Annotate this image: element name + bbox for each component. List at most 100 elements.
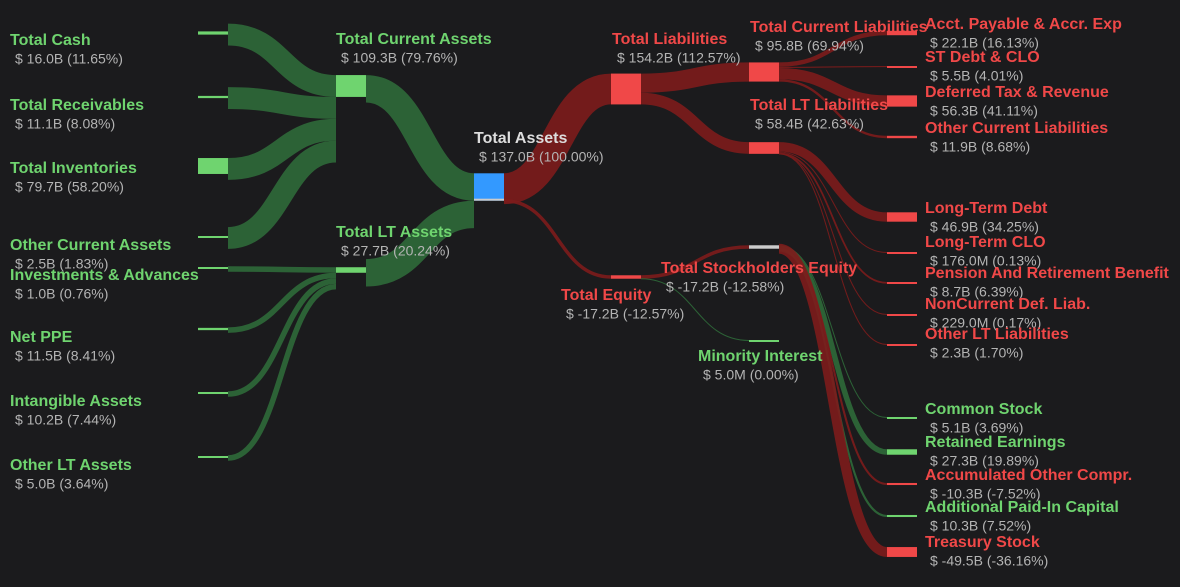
link bbox=[227, 278, 337, 397]
node-name: Total Receivables bbox=[10, 97, 144, 114]
link bbox=[778, 67, 888, 107]
node-detail: $ 10.2B (7.44%) bbox=[15, 412, 116, 428]
link bbox=[364, 200, 476, 287]
node-detail: $ 11.9B (8.68%) bbox=[930, 139, 1030, 155]
node-bar bbox=[887, 449, 917, 455]
node-bar bbox=[611, 275, 641, 279]
node-bar bbox=[336, 267, 366, 273]
node-bar bbox=[198, 95, 228, 99]
node-detail: $ 27.3B (19.89%) bbox=[930, 453, 1039, 469]
node-detail: $ 229.0M (0.17%) bbox=[930, 315, 1041, 331]
node-detail: $ 109.3B (79.76%) bbox=[341, 50, 458, 66]
node-bar bbox=[611, 73, 641, 105]
node-bar bbox=[198, 391, 228, 395]
node-name: Minority Interest bbox=[698, 348, 823, 365]
node-detail: $ 16.0B (11.65%) bbox=[15, 51, 123, 67]
node-bar bbox=[198, 158, 228, 174]
node-detail: $ 79.7B (58.20%) bbox=[15, 179, 124, 195]
node-name: Other LT Assets bbox=[10, 457, 132, 474]
node-bar bbox=[749, 245, 779, 249]
node-bar bbox=[887, 252, 917, 254]
node-detail: $ -17.2B (-12.58%) bbox=[666, 279, 784, 295]
node-detail: $ 154.2B (112.57%) bbox=[617, 50, 741, 66]
node-detail: $ 22.1B (16.13%) bbox=[930, 35, 1039, 51]
node-name: Acct. Payable & Accr. Exp bbox=[925, 16, 1122, 33]
node-bar bbox=[198, 327, 228, 331]
node-detail: $ 27.7B (20.24%) bbox=[341, 243, 450, 259]
node-detail: $ 137.0B (100.00%) bbox=[479, 149, 604, 165]
node-detail: $ -17.2B (-12.57%) bbox=[566, 306, 684, 322]
node-bar bbox=[198, 31, 228, 35]
node-detail: $ 95.8B (69.94%) bbox=[755, 38, 864, 54]
node-detail: $ 11.1B (8.08%) bbox=[15, 116, 115, 132]
node-name: Total Stockholders Equity bbox=[661, 260, 857, 277]
link bbox=[503, 198, 612, 279]
link bbox=[778, 153, 888, 345]
link bbox=[227, 266, 337, 273]
node-name: Long-Term CLO bbox=[925, 234, 1046, 251]
node-bar bbox=[474, 173, 504, 201]
node-name: Long-Term Debt bbox=[925, 200, 1048, 217]
node-name: Common Stock bbox=[925, 401, 1042, 418]
node-bar bbox=[749, 62, 779, 82]
link bbox=[778, 151, 888, 253]
node-bar bbox=[887, 212, 917, 222]
link bbox=[778, 142, 888, 222]
node-name: Total Inventories bbox=[10, 160, 137, 177]
link bbox=[777, 243, 889, 557]
node-name: Total LT Liabilities bbox=[750, 97, 888, 114]
node-name: Total Equity bbox=[561, 287, 651, 304]
node-name: ST Debt & CLO bbox=[925, 49, 1040, 66]
node-detail: $ -10.3B (-7.52%) bbox=[930, 486, 1041, 502]
node-bar bbox=[887, 30, 917, 36]
node-detail: $ 2.3B (1.70%) bbox=[930, 345, 1023, 361]
node-name: Additional Paid-In Capital bbox=[925, 499, 1119, 516]
node-detail: $ -49.5B (-36.16%) bbox=[930, 553, 1048, 569]
node-name: Investments & Advances bbox=[10, 267, 199, 284]
node-detail: $ 2.5B (1.83%) bbox=[15, 256, 108, 272]
node-name: Accumulated Other Compr. bbox=[925, 467, 1132, 484]
node-name: Treasury Stock bbox=[925, 534, 1040, 551]
node-detail: $ 11.5B (8.41%) bbox=[15, 348, 115, 364]
link bbox=[778, 66, 888, 68]
node-detail: $ 1.0B (0.76%) bbox=[15, 286, 108, 302]
node-bar bbox=[887, 95, 917, 107]
node-name: Total Current Liabilities bbox=[750, 19, 928, 36]
link bbox=[364, 75, 476, 201]
node-bar bbox=[887, 282, 917, 284]
link bbox=[227, 118, 337, 180]
node-name: Total Assets bbox=[474, 130, 567, 147]
link bbox=[640, 278, 750, 341]
node-detail: $ 5.5B (4.01%) bbox=[930, 68, 1023, 84]
link bbox=[640, 245, 750, 279]
node-bar bbox=[198, 456, 228, 458]
node-bar bbox=[887, 482, 917, 486]
link bbox=[640, 62, 750, 93]
link bbox=[778, 30, 888, 67]
link bbox=[778, 152, 888, 284]
node-detail: $ 58.4B (42.63%) bbox=[755, 116, 864, 132]
node-detail: $ 5.0M (0.00%) bbox=[703, 367, 799, 383]
node-detail: $ 8.7B (6.39%) bbox=[930, 284, 1023, 300]
node-name: Pension And Retirement Benefit bbox=[925, 265, 1170, 282]
link bbox=[778, 153, 888, 315]
node-name: Total Liabilities bbox=[612, 31, 727, 48]
node-detail: $ 5.1B (3.69%) bbox=[930, 420, 1023, 436]
node-detail: $ 5.0B (3.64%) bbox=[15, 476, 108, 492]
node-bar bbox=[887, 314, 917, 316]
node-bar bbox=[198, 267, 228, 269]
link bbox=[778, 79, 888, 139]
node-name: Other Current Assets bbox=[10, 237, 171, 254]
node-name: Total Cash bbox=[10, 32, 91, 49]
node-bar bbox=[887, 417, 917, 419]
node-bar bbox=[887, 66, 917, 68]
node-name: Retained Earnings bbox=[925, 434, 1066, 451]
node-name: Other Current Liabilities bbox=[925, 120, 1108, 137]
node-bar bbox=[887, 344, 917, 346]
link bbox=[226, 140, 338, 249]
link bbox=[502, 73, 613, 205]
node-name: Deferred Tax & Revenue bbox=[925, 84, 1109, 101]
node-bar bbox=[887, 135, 917, 139]
node-detail: $ 10.3B (7.52%) bbox=[930, 518, 1031, 534]
